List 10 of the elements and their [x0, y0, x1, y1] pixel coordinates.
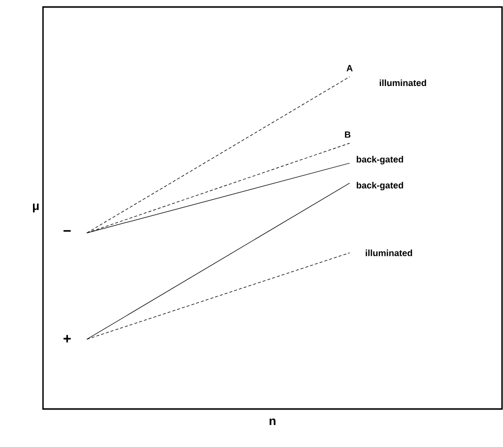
- annotation: illuminated: [380, 79, 426, 86]
- x-axis-title: n: [270, 418, 276, 425]
- series-label: back-gated: [356, 156, 404, 164]
- series-label: B: [344, 131, 350, 138]
- series-label: A: [346, 65, 353, 72]
- annotation: +: [64, 335, 71, 342]
- y-axis-title: μ: [32, 204, 39, 212]
- series-label: back-gated: [356, 182, 404, 190]
- annotation: −: [64, 230, 71, 232]
- series-label: illuminated: [366, 250, 412, 256]
